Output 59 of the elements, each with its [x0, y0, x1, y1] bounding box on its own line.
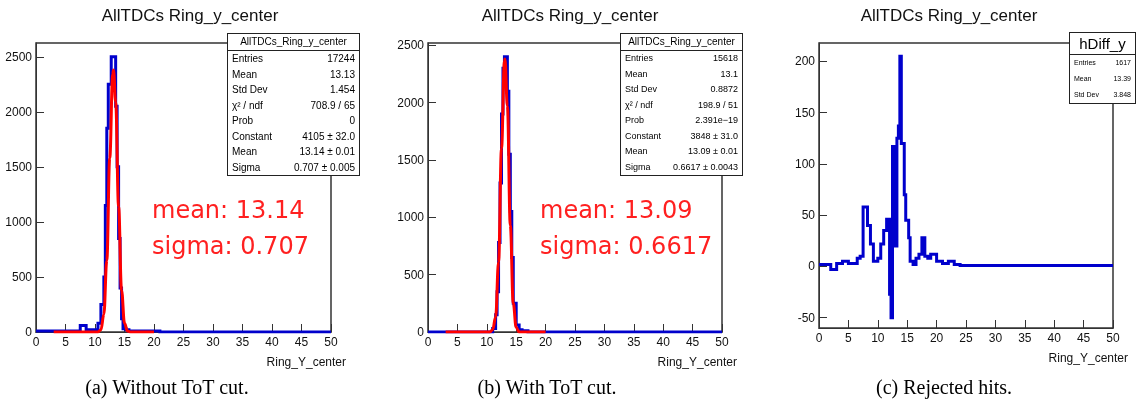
x-tick-label: 10 — [88, 335, 102, 349]
y-tick-label: 1000 — [5, 214, 33, 229]
x-tick-label: 50 — [1106, 331, 1120, 345]
y-tick-label: 200 — [794, 54, 816, 69]
x-tick-label: 10 — [480, 335, 494, 349]
x-tick-label: 10 — [871, 331, 885, 345]
x-tick-label: 45 — [685, 335, 700, 349]
y-tick-label: 1500 — [397, 152, 425, 167]
text: (c) Rejected hits. — [875, 376, 1013, 399]
x-tick-label: 40 — [656, 335, 671, 349]
y-tick-label: 1500 — [5, 159, 33, 174]
chart-title: AllTDCs Ring_y_center — [860, 6, 1038, 25]
y-tick-label: 500 — [11, 269, 33, 284]
x-tick-label: 5 — [454, 335, 462, 349]
x-axis-title: Ring_Y_center — [266, 355, 346, 369]
y-tick-label: 500 — [403, 267, 425, 282]
x-tick-label: 50 — [324, 335, 338, 349]
annotation: mean: 13.09 sigma: 0.6617 — [540, 195, 713, 262]
x-tick-label: 25 — [568, 335, 582, 349]
y-tick-label: 2000 — [5, 104, 33, 119]
x-axis-title: Ring_Y_center — [657, 355, 737, 369]
annotation: mean: 13.14 sigma: 0.707 — [152, 195, 309, 262]
y-tick-label: 2500 — [5, 49, 33, 64]
stats-box: AllTDCs_Ring_y_center Entries 17244 Mean 13.13 Std Dev 1.454 χ² / ndf 708.9 / 65 Prob 0 Constant 4105 ± 32.0 Mean 13.14 ± 0.01 Sigma 0.707 ± 0.005 — [227, 33, 360, 176]
x-tick-label: 45 — [294, 335, 309, 349]
x-tick-label: 5 — [62, 335, 70, 349]
y-tick-label: 2500 — [397, 38, 425, 53]
x-tick-label: 20 — [538, 335, 553, 349]
y-tick-label: 50 — [801, 208, 816, 223]
x-tick-label: 35 — [627, 335, 641, 349]
x-tick-label: 20 — [147, 335, 161, 349]
y-tick-label: 1000 — [397, 210, 425, 225]
x-tick-label: 20 — [929, 331, 944, 345]
x-tick-label: 15 — [117, 335, 132, 349]
x-tick-label: 30 — [988, 331, 1003, 345]
x-tick-label: 15 — [900, 331, 915, 345]
x-tick-label: 25 — [176, 335, 191, 349]
x-tick-label: 5 — [845, 331, 853, 345]
x-tick-label: 30 — [597, 335, 612, 349]
x-tick-label: 35 — [235, 335, 250, 349]
x-axis-title: Ring_Y_center — [1048, 351, 1128, 365]
x-tick-label: 40 — [265, 335, 279, 349]
y-tick-label: 150 — [794, 105, 816, 120]
text: (b) With ToT cut. — [477, 376, 617, 399]
y-tick-label: -50 — [797, 310, 816, 325]
x-tick-label: 25 — [959, 331, 973, 345]
x-tick-label: 40 — [1047, 331, 1062, 345]
chart-title: AllTDCs Ring_y_center — [101, 6, 279, 25]
y-tick-label: 100 — [794, 156, 816, 171]
x-tick-label: 45 — [1076, 331, 1091, 345]
y-tick-label: 0 — [808, 259, 816, 274]
x-tick-label: 50 — [715, 335, 729, 349]
y-tick-label: 2000 — [397, 95, 425, 110]
stats-box: AllTDCs_Ring_y_center Entries 15618 Mean 13.1 Std Dev 0.8872 χ² / ndf 198.9 / 51 Prob 2.391e−19 Constant 3848 ± 31.0 Mean 13.09 ± 0.01 Sigma 0.6617 ± 0.0043 — [620, 33, 743, 176]
text: (a) Without ToT cut. — [85, 376, 249, 399]
x-tick-label: 30 — [206, 335, 220, 349]
x-tick-label: 15 — [509, 335, 524, 349]
chart-title: AllTDCs Ring_y_center — [481, 6, 659, 25]
x-tick-label: 35 — [1018, 331, 1032, 345]
